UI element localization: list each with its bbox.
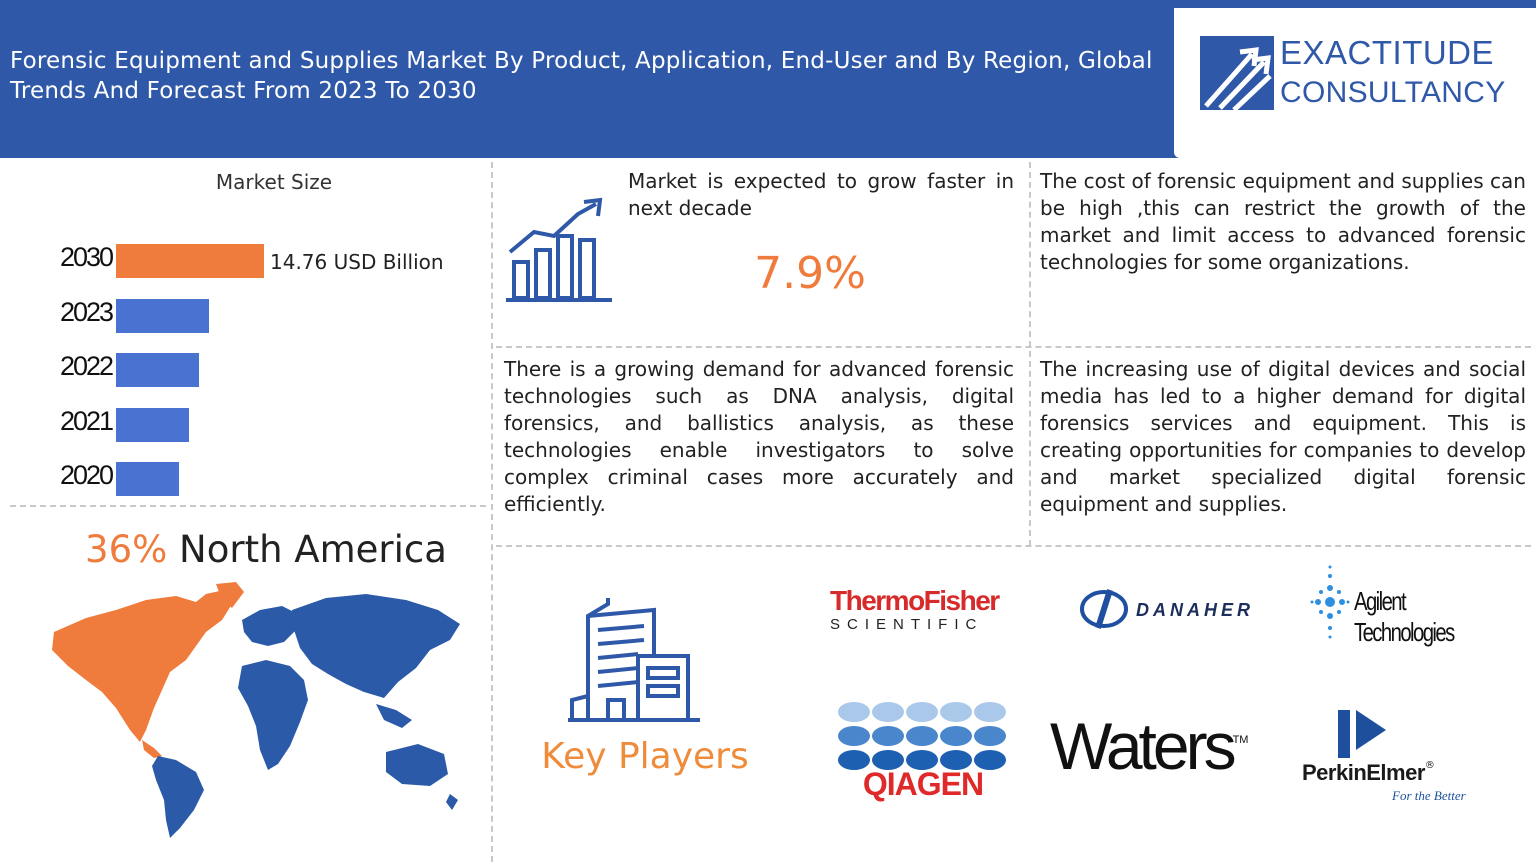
bar-label-2030: 2030 <box>60 242 114 272</box>
bar-2023 <box>116 298 209 333</box>
bar-label-2020: 2020 <box>60 460 114 490</box>
report-title: Forensic Equipment and Supplies Market B… <box>10 48 1153 104</box>
thermofisher-logo: ThermoFisher SCIENTIFIC <box>830 586 1022 634</box>
agilent-spark-icon <box>1310 565 1350 639</box>
growth-text: Market is expected to grow faster in nex… <box>628 169 1014 220</box>
agilent-wordmark: Agilent Technologies <box>1354 586 1455 647</box>
growth-chart-icon <box>506 197 612 302</box>
perkinelmer-tagline: For the Better <box>1392 788 1466 803</box>
region-share: 36% North America <box>0 528 532 571</box>
bar-2030 <box>116 244 264 278</box>
chart-title: Market Size <box>215 170 333 194</box>
bar-label-2021: 2021 <box>60 405 114 436</box>
bar-value-label: 14.76 USD Billion <box>270 250 444 274</box>
qiagen-dots-icon <box>838 702 1006 770</box>
waters-wordmark: Waters <box>1050 709 1237 783</box>
restraint-text: The cost of forensic equipment and suppl… <box>1040 169 1526 274</box>
key-players-label: Key Players <box>541 736 749 777</box>
waters-logo: WatersTM <box>1050 706 1248 786</box>
divider-vertical-left <box>491 162 493 862</box>
logo-text-exactitude: EXACTITUDE <box>1280 34 1495 71</box>
perkinelmer-mark-icon <box>1338 710 1386 758</box>
bar-2021 <box>116 407 189 442</box>
qiagen-wordmark: QIAGEN <box>862 766 984 802</box>
bar-label-2023: 2023 <box>60 296 114 327</box>
thermofisher-wordmark: ThermoFisher <box>830 585 1000 616</box>
perkinelmer-wordmark: PerkinElmer® <box>1302 760 1435 786</box>
region-percent: 36% <box>85 528 168 571</box>
bar-2020 <box>116 462 179 496</box>
logo-text-consultancy: CONSULTANCY <box>1280 76 1506 109</box>
divider-horizontal-left <box>10 505 486 507</box>
building-icon <box>568 598 700 722</box>
bar-2022 <box>116 353 199 387</box>
divider-horizontal-top <box>496 346 1531 348</box>
cagr-value: 7.9% <box>754 248 866 299</box>
perkinelmer-name: PerkinElmer <box>1302 760 1425 785</box>
danaher-wordmark: DANAHER <box>1136 600 1254 620</box>
logo-arrows-icon <box>1200 36 1274 110</box>
driver-text: There is a growing demand for advanced f… <box>504 357 1014 516</box>
waters-trademark: TM <box>1232 734 1249 746</box>
thermofisher-subtitle: SCIENTIFIC <box>830 616 984 633</box>
world-map-icon <box>52 582 460 838</box>
divider-horizontal-bottom <box>496 545 1531 547</box>
opportunity-text: The increasing use of digital devices an… <box>1040 357 1526 516</box>
perkinelmer-registered: ® <box>1424 760 1435 771</box>
danaher-mark-icon <box>1080 589 1128 629</box>
region-name: North America <box>167 528 447 571</box>
divider-vertical-mid <box>1029 162 1031 546</box>
bar-label-2022: 2022 <box>60 351 114 381</box>
